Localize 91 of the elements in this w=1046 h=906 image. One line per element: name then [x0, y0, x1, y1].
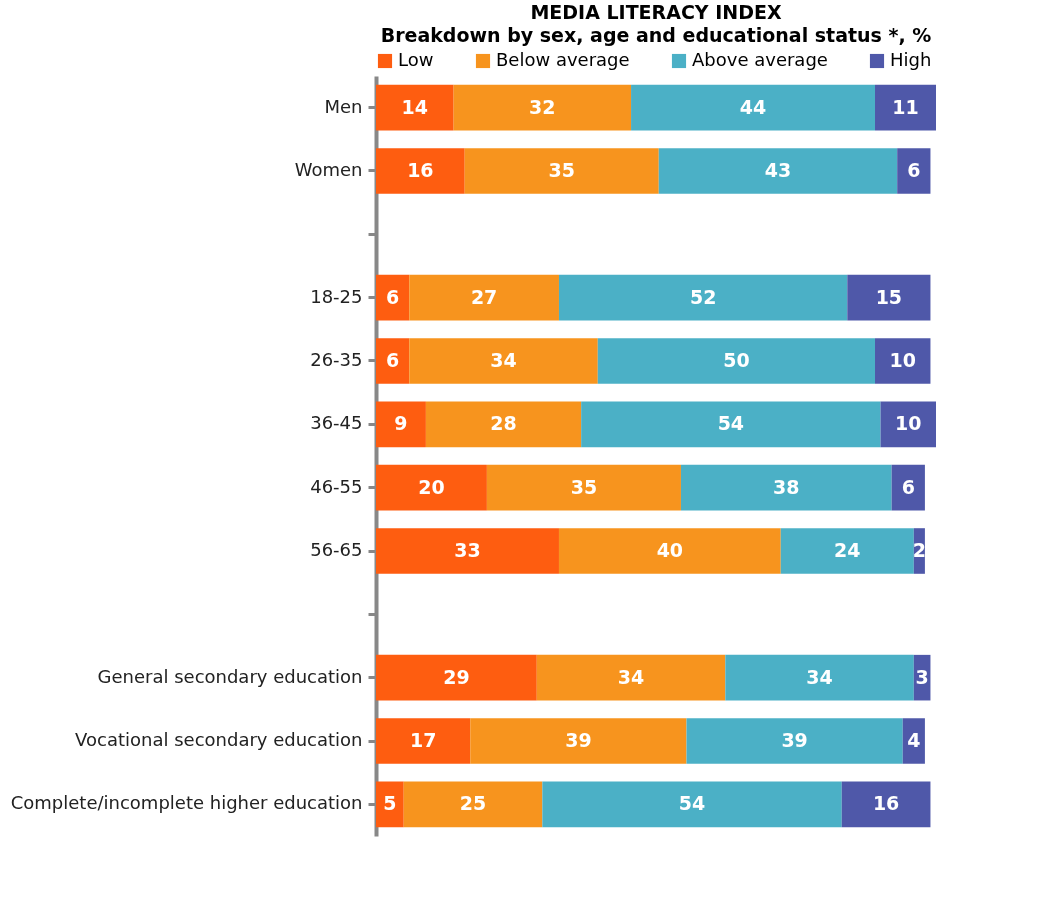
bar — [897, 148, 931, 194]
data-label: 5 — [383, 792, 397, 815]
bar — [558, 528, 781, 574]
bar — [558, 274, 848, 321]
data-label: 35 — [570, 475, 598, 498]
bar — [597, 338, 876, 384]
bar — [409, 274, 559, 321]
bar — [581, 401, 881, 448]
data-label: 33 — [454, 539, 481, 561]
data-label: 6 — [386, 285, 400, 308]
data-label: 3 — [915, 665, 929, 688]
data-label: 16 — [407, 159, 434, 181]
bar — [376, 528, 559, 574]
data-label: 24 — [834, 539, 861, 561]
data-label: 25 — [459, 792, 487, 815]
bar — [409, 338, 598, 384]
bar — [841, 781, 931, 828]
data-label: 27 — [470, 285, 498, 308]
bar — [376, 464, 487, 511]
data-label: 35 — [548, 159, 575, 181]
data-label: 9 — [394, 412, 408, 435]
data-label: 2 — [912, 539, 926, 561]
data-label: 44 — [739, 95, 767, 118]
bar — [891, 464, 925, 511]
bar — [376, 84, 454, 131]
data-label: 29 — [443, 665, 470, 688]
legend-label: Low — [398, 49, 434, 70]
data-label: 40 — [656, 539, 684, 561]
y-tick-label: Vocational secondary education — [75, 729, 363, 750]
bar — [376, 718, 471, 764]
bar — [680, 464, 892, 511]
bar — [453, 84, 632, 131]
data-label: 11 — [892, 95, 919, 118]
data-label: 20 — [418, 475, 445, 498]
data-label: 32 — [529, 95, 556, 118]
data-label: 39 — [565, 729, 592, 751]
bar — [875, 84, 936, 131]
bar — [658, 148, 898, 194]
bar — [725, 654, 914, 701]
data-label: 16 — [872, 792, 900, 815]
data-label: 10 — [889, 349, 916, 371]
data-label: 28 — [490, 412, 517, 435]
data-label: 6 — [901, 475, 915, 498]
bar — [403, 781, 543, 828]
bar — [425, 401, 582, 448]
y-tick-label: 36-45 — [310, 412, 363, 434]
bar — [542, 781, 842, 828]
bar — [536, 654, 726, 701]
data-label: 6 — [907, 159, 921, 181]
bar — [486, 464, 681, 511]
data-label: 50 — [723, 349, 750, 371]
data-label: 39 — [781, 729, 808, 751]
data-label: 14 — [401, 95, 429, 118]
bar — [686, 718, 903, 764]
data-label: 34 — [806, 665, 833, 688]
data-label: 54 — [678, 792, 706, 815]
data-label: 4 — [907, 729, 921, 751]
y-tick-label: Men — [324, 95, 363, 117]
bar — [875, 338, 931, 384]
bar — [376, 401, 426, 448]
data-label: 52 — [689, 285, 717, 308]
y-tick-label: 46-55 — [310, 475, 363, 497]
data-label: 17 — [409, 729, 437, 751]
data-label: 38 — [773, 475, 800, 498]
bar — [780, 528, 914, 574]
data-label: 10 — [895, 412, 922, 435]
y-tick-label: General secondary education — [97, 665, 363, 687]
data-label: 54 — [717, 412, 745, 435]
bar — [376, 338, 410, 384]
data-label: 6 — [386, 349, 400, 371]
legend-label: Above average — [692, 49, 828, 70]
data-label: 34 — [490, 349, 517, 371]
legend-label: Below average — [496, 49, 630, 70]
y-tick-label: Women — [294, 159, 363, 180]
bar — [470, 718, 687, 764]
y-tick-label: 18-25 — [310, 285, 363, 307]
bar — [631, 84, 876, 131]
y-tick-label: 56-65 — [310, 539, 363, 560]
data-label: 15 — [875, 285, 903, 308]
bar — [464, 148, 659, 194]
bar — [376, 654, 537, 701]
data-label: 43 — [764, 159, 792, 181]
y-tick-label: Complete/incomplete higher education — [10, 792, 363, 814]
legend-label: High — [890, 49, 932, 70]
data-label: 34 — [617, 665, 645, 688]
chart-title: MEDIA LITERACY INDEX — [530, 1, 782, 23]
y-tick-label: 26-35 — [310, 349, 363, 370]
bar — [376, 148, 465, 194]
bar — [847, 274, 931, 321]
chart-subtitle: Breakdown by sex, age and educational status *, % — [380, 24, 932, 46]
bar — [376, 781, 404, 828]
